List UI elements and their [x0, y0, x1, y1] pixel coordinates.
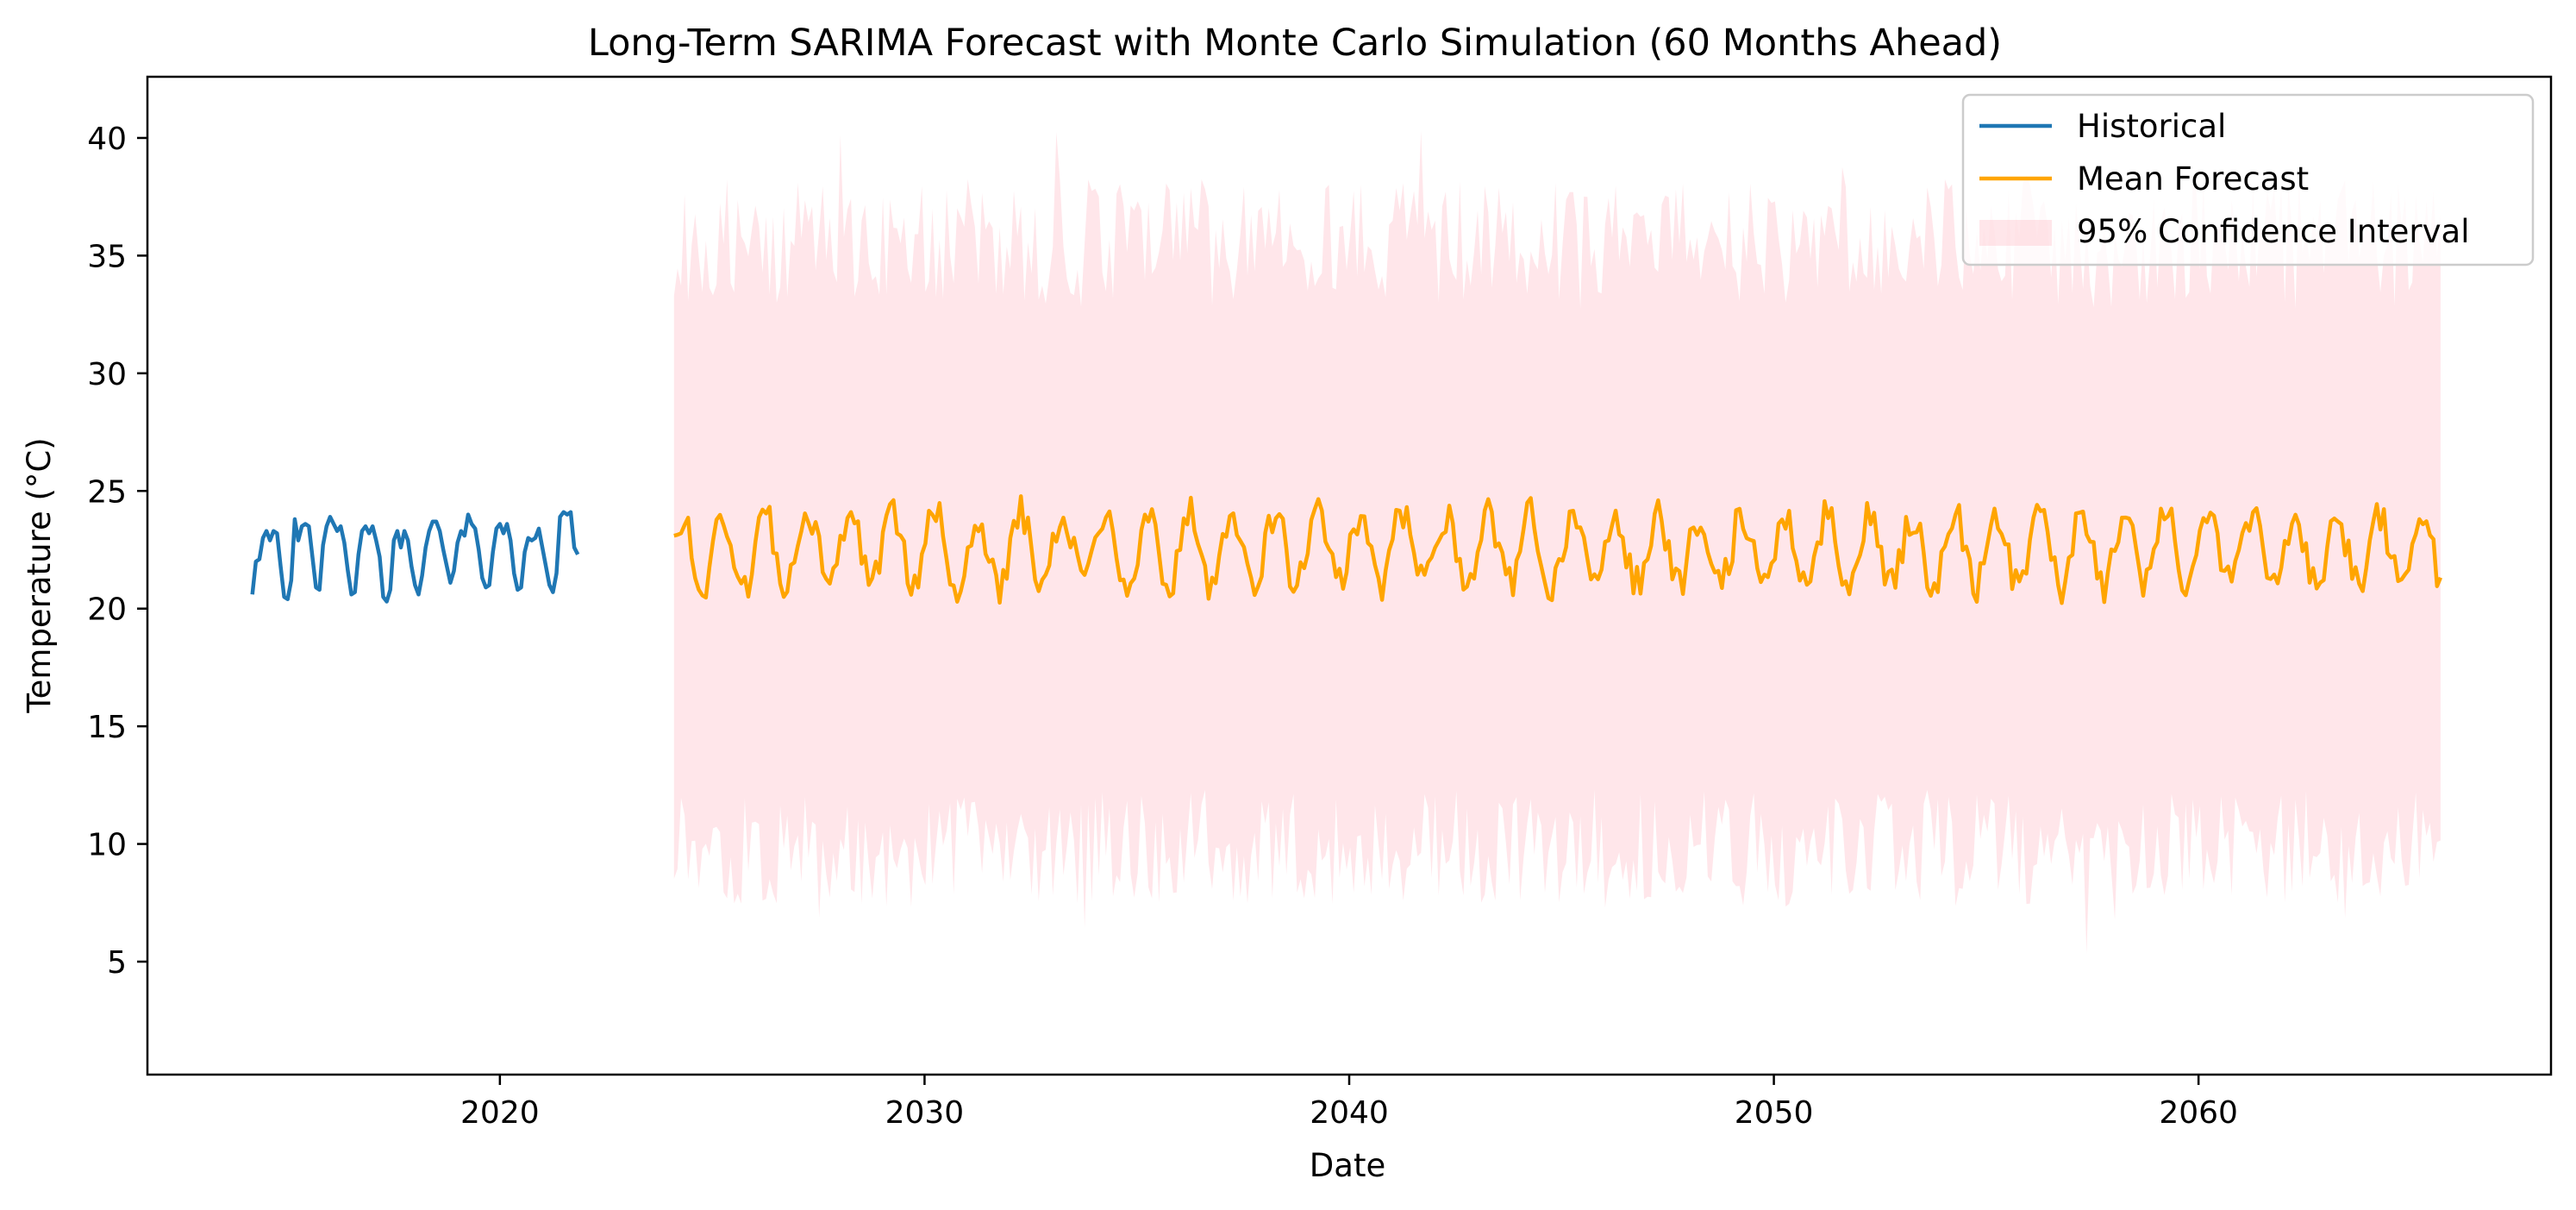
y-tick-label: 5	[107, 945, 127, 981]
y-tick-label: 40	[87, 122, 127, 157]
legend-historical-label: Historical	[2077, 108, 2226, 145]
confidence-interval-band	[673, 130, 2441, 954]
y-tick-label: 25	[87, 474, 127, 510]
legend-ci-swatch	[1979, 220, 2052, 246]
legend-ci-label: 95% Confidence Interval	[2077, 213, 2470, 250]
plot-area	[146, 75, 2553, 1076]
y-axis: 5 10 15 20 25 30 35 40	[87, 122, 147, 981]
y-tick-label: 15	[87, 710, 127, 745]
confidence-band-layer	[673, 130, 2441, 954]
mean-forecast-line	[673, 494, 2442, 605]
x-axis: 2020 2030 2040 2050 2060	[460, 1075, 2238, 1131]
x-tick-label: 2030	[885, 1095, 965, 1131]
x-tick-label: 2060	[2159, 1095, 2238, 1131]
y-tick-label: 10	[87, 828, 127, 863]
legend: Historical Mean Forecast 95% Confidence …	[1961, 93, 2535, 266]
y-tick-label: 35	[87, 239, 127, 274]
x-tick-label: 2020	[460, 1095, 540, 1131]
historical-series-layer	[250, 510, 580, 604]
legend-box	[1961, 93, 2535, 266]
x-axis-label: Date	[1310, 1147, 1385, 1184]
y-tick-label: 20	[87, 592, 127, 628]
x-tick-label: 2050	[1735, 1095, 1814, 1131]
forecast-series-layer	[673, 494, 2442, 605]
y-tick-label: 30	[87, 357, 127, 392]
legend-forecast-label: Mean Forecast	[2077, 160, 2309, 197]
historical-line	[250, 510, 580, 604]
y-axis-label: Temperature (°C)	[21, 437, 58, 713]
x-tick-label: 2040	[1310, 1095, 1389, 1131]
chart-title: Long-Term SARIMA Forecast with Monte Car…	[588, 22, 2002, 65]
